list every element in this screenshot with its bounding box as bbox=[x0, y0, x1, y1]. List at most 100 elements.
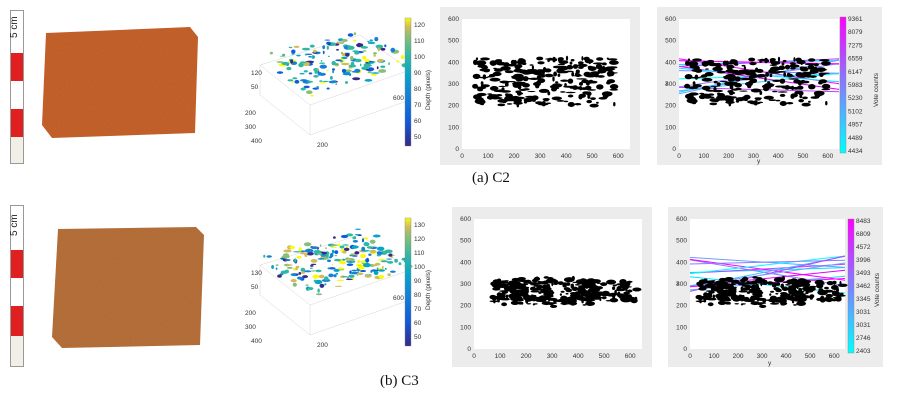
void-blob bbox=[704, 72, 714, 77]
depth-point bbox=[365, 69, 370, 71]
depth-point bbox=[315, 269, 322, 273]
void-blob bbox=[701, 77, 713, 82]
colorbar-tick: 3031 bbox=[856, 309, 871, 316]
depth-point bbox=[380, 260, 389, 263]
void-blob bbox=[709, 98, 720, 102]
depth-point bbox=[341, 62, 350, 66]
void-blob bbox=[618, 293, 625, 299]
depth-point bbox=[302, 275, 308, 279]
void-blob bbox=[560, 290, 565, 293]
void-blob bbox=[489, 86, 499, 91]
void-blob bbox=[793, 79, 802, 84]
void-blob bbox=[756, 277, 763, 280]
void-blob bbox=[569, 61, 573, 65]
depth-point bbox=[360, 46, 368, 49]
void-blob bbox=[488, 96, 499, 99]
depth-point bbox=[285, 259, 291, 261]
void-blob bbox=[627, 289, 633, 293]
void-blob bbox=[521, 287, 525, 291]
y-tick: 500 bbox=[448, 38, 459, 45]
depth-point bbox=[300, 267, 306, 272]
x-tick: 400 bbox=[781, 353, 792, 360]
void-blob bbox=[749, 102, 761, 105]
void-blob bbox=[754, 67, 759, 73]
y-tick: 300 bbox=[665, 81, 676, 88]
depth-point bbox=[369, 39, 373, 42]
void-blob bbox=[740, 286, 744, 292]
void-blob bbox=[587, 65, 593, 69]
depth-point bbox=[341, 39, 348, 42]
depth-point bbox=[354, 234, 362, 236]
void-blob bbox=[555, 81, 559, 84]
depth-point bbox=[276, 61, 284, 63]
depth-point bbox=[330, 246, 338, 248]
void-blob bbox=[736, 299, 740, 301]
void-blob bbox=[703, 292, 709, 297]
colorbar-tick: 110 bbox=[414, 250, 425, 257]
void-blob bbox=[579, 67, 583, 69]
void-blob bbox=[797, 75, 808, 78]
void-blob bbox=[701, 61, 709, 67]
void-blob bbox=[781, 283, 784, 289]
void-blob bbox=[520, 302, 524, 305]
colorbar-tick: 6147 bbox=[848, 69, 863, 76]
void-blob bbox=[747, 80, 753, 87]
void-blob bbox=[505, 294, 509, 299]
void-blob bbox=[799, 94, 803, 99]
y-tick: 100 bbox=[448, 124, 459, 131]
void-blob bbox=[792, 290, 797, 295]
depth-point bbox=[326, 45, 329, 50]
void-blob bbox=[754, 278, 766, 283]
void-blob bbox=[538, 295, 548, 301]
y-tick: 300 bbox=[460, 281, 471, 288]
depth-point bbox=[286, 66, 292, 71]
x-tick: 200 bbox=[723, 153, 734, 160]
void-blob bbox=[584, 298, 593, 302]
depth-point bbox=[310, 263, 317, 265]
void-blob bbox=[729, 287, 733, 291]
depth-3d-plot: 130 50 200 300 400 200 600 130 120 110 100 9… bbox=[245, 217, 432, 349]
void-blob bbox=[809, 75, 817, 78]
depth-point bbox=[342, 73, 352, 76]
depth-point bbox=[363, 242, 370, 247]
void-blob bbox=[590, 288, 597, 292]
depth-point bbox=[305, 284, 309, 286]
void-blob bbox=[623, 291, 630, 295]
void-blob bbox=[749, 62, 757, 66]
y-tick: 500 bbox=[460, 238, 471, 245]
void-blob bbox=[708, 62, 719, 67]
y-tick: 600 bbox=[676, 216, 687, 223]
depth-point bbox=[380, 65, 386, 68]
y-tick: 500 bbox=[676, 238, 687, 245]
depth-point bbox=[339, 245, 345, 249]
colorbar-tick: 5230 bbox=[848, 95, 863, 102]
void-blob bbox=[781, 62, 785, 66]
void-blob bbox=[582, 304, 587, 306]
depth-point bbox=[324, 39, 331, 41]
void-blob bbox=[556, 100, 565, 102]
y-tick: 200 bbox=[665, 103, 676, 110]
depth-point bbox=[342, 276, 348, 278]
void-blob bbox=[552, 56, 556, 63]
depth-point bbox=[290, 279, 297, 283]
void-blob bbox=[506, 287, 516, 292]
void-blob bbox=[750, 301, 760, 306]
void-blob bbox=[504, 70, 514, 74]
depth-point bbox=[369, 239, 376, 244]
binary-mask-plot: 600 500 400 300 200 100 00 100 200 300 400 500 600 bbox=[460, 216, 642, 360]
void-blob bbox=[794, 296, 798, 302]
void-blob bbox=[515, 292, 525, 297]
void-blob bbox=[699, 92, 705, 95]
void-blob bbox=[508, 294, 516, 297]
void-blob bbox=[769, 64, 778, 66]
void-blob bbox=[579, 82, 583, 86]
depth-point bbox=[352, 77, 361, 81]
void-blob bbox=[813, 63, 819, 67]
x-tick: 0 bbox=[677, 153, 681, 160]
colorbar-tick: 3345 bbox=[856, 296, 871, 303]
void-blob bbox=[616, 283, 623, 286]
depth-point bbox=[282, 53, 286, 57]
void-blob bbox=[799, 66, 805, 70]
depth-point bbox=[347, 33, 354, 37]
void-blob bbox=[491, 295, 497, 301]
